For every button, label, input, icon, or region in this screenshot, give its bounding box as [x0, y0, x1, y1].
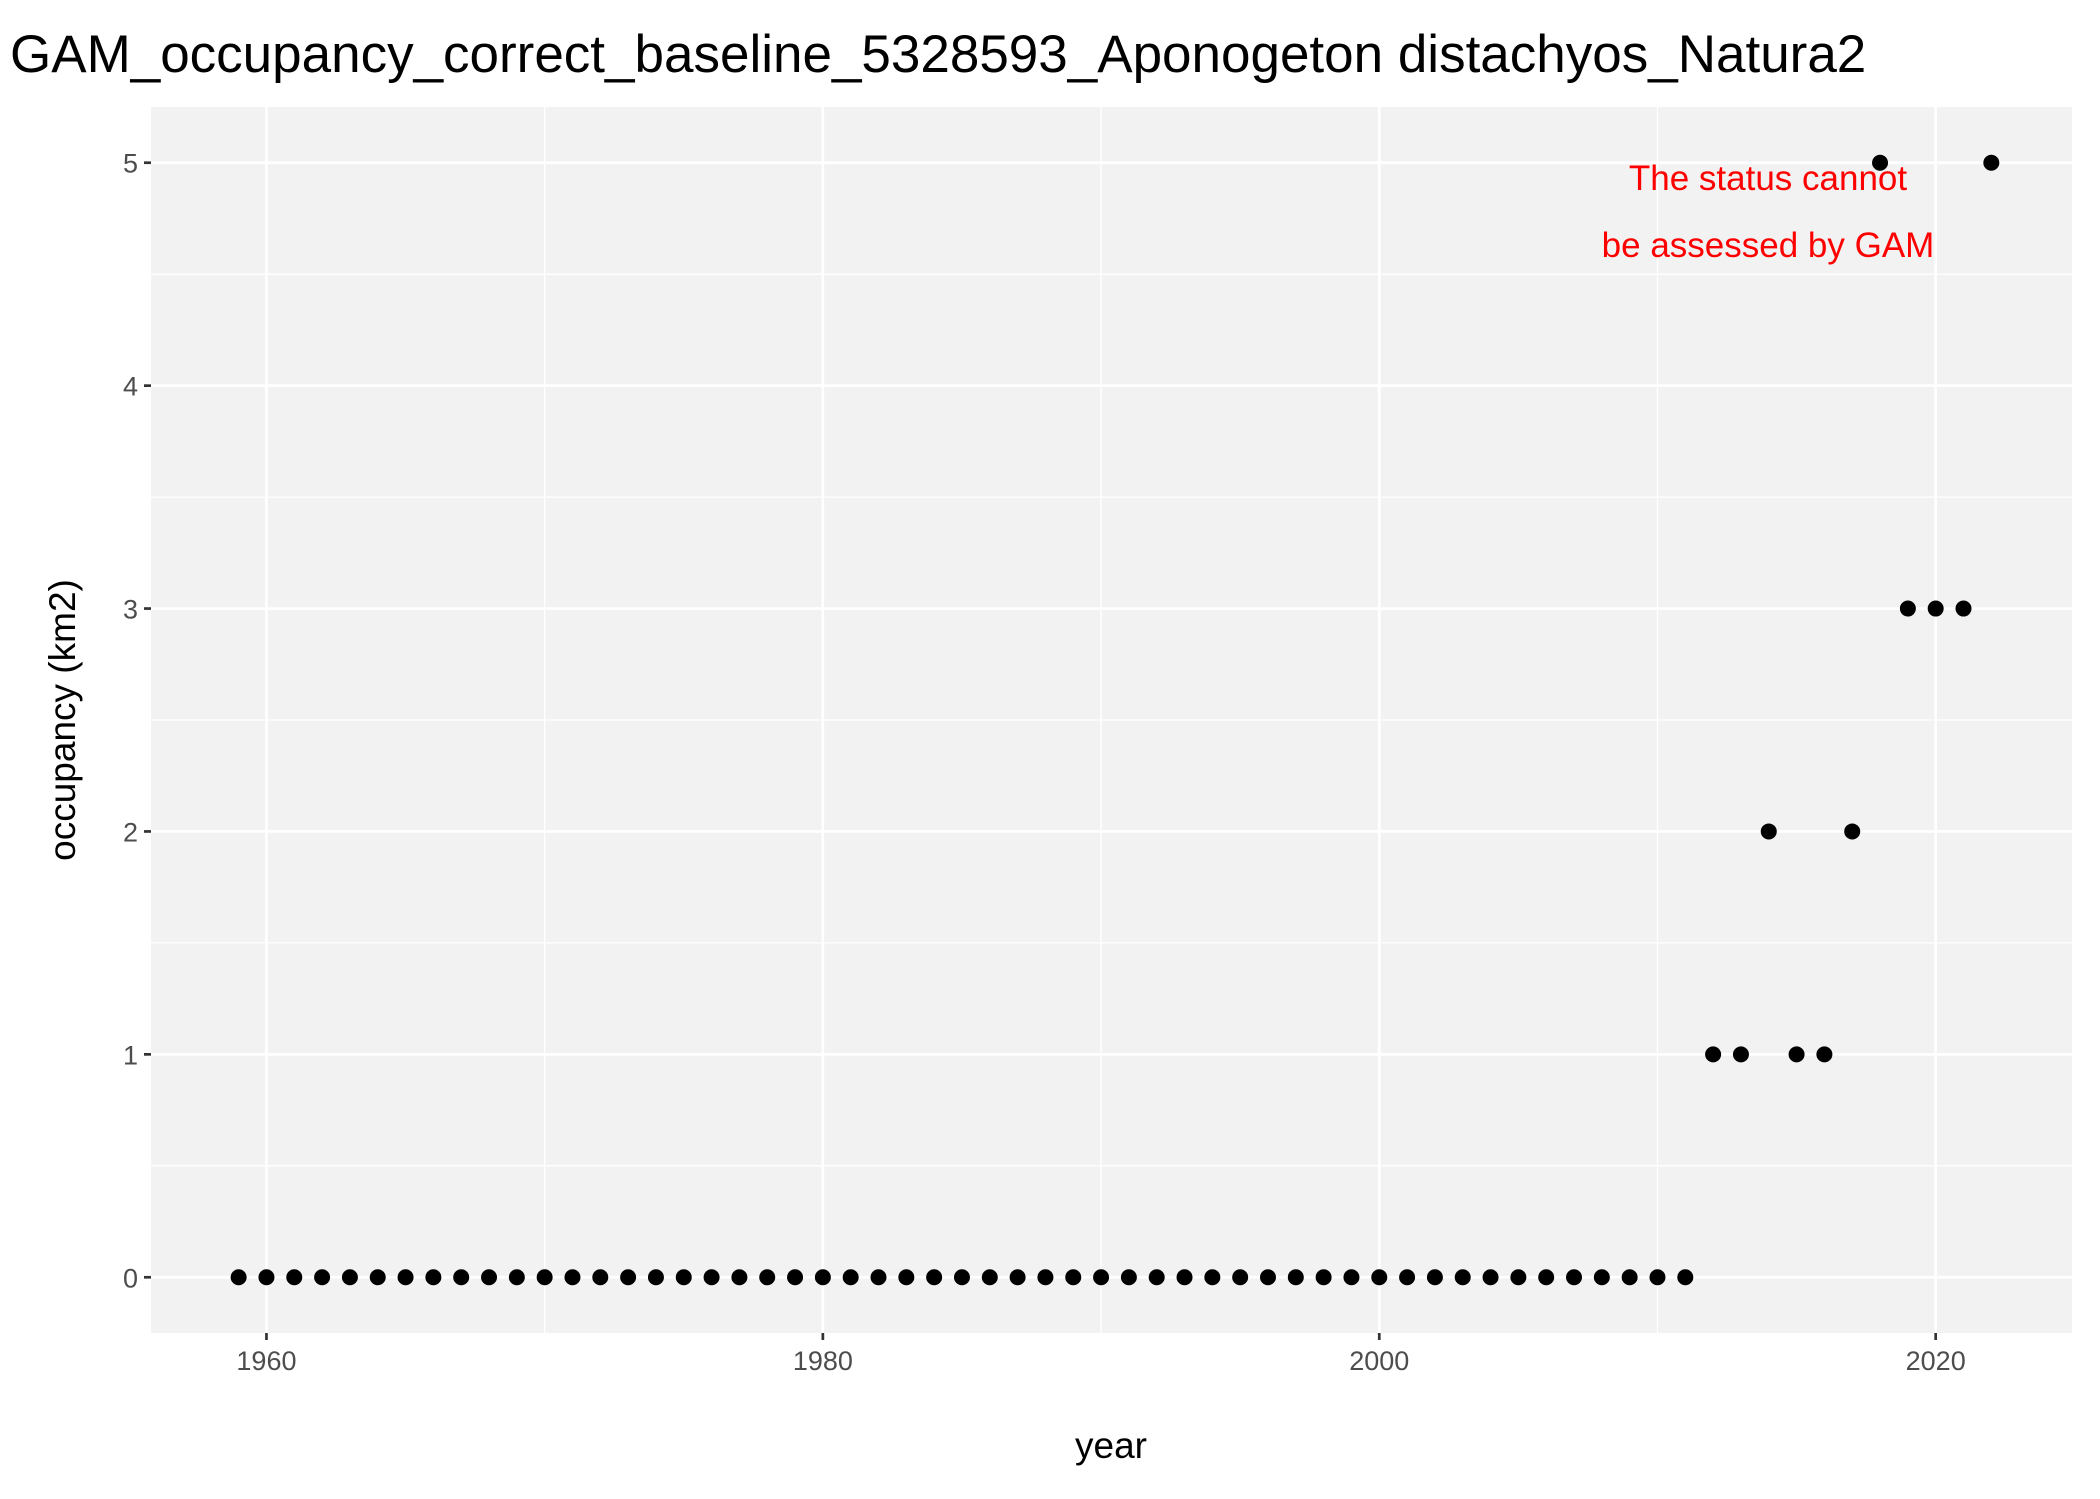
point	[1566, 1269, 1583, 1286]
point	[1983, 154, 2000, 171]
point	[314, 1269, 331, 1286]
point	[1732, 1046, 1749, 1063]
annotation: be assessed by GAM	[1602, 226, 1935, 265]
y-tick-label: 5	[123, 149, 138, 179]
point	[898, 1269, 915, 1286]
point	[870, 1269, 887, 1286]
point	[1705, 1046, 1722, 1063]
point	[1176, 1269, 1193, 1286]
point	[814, 1269, 831, 1286]
point	[1120, 1269, 1137, 1286]
x-tick-label: 2000	[1349, 1346, 1409, 1376]
point	[1426, 1269, 1443, 1286]
x-tick-label: 2020	[1906, 1346, 1966, 1376]
point	[1538, 1269, 1555, 1286]
point	[926, 1269, 943, 1286]
point	[369, 1269, 386, 1286]
point	[1232, 1269, 1249, 1286]
point	[1037, 1269, 1054, 1286]
point	[258, 1269, 275, 1286]
y-tick-label: 2	[123, 817, 138, 847]
point	[1927, 600, 1944, 617]
point	[1844, 823, 1861, 840]
x-tick-label: 1960	[236, 1346, 296, 1376]
chart-title: GAM_occupancy_correct_baseline_5328593_A…	[10, 25, 1866, 84]
point	[1621, 1269, 1638, 1286]
point	[1788, 1046, 1805, 1063]
point	[536, 1269, 553, 1286]
point	[842, 1269, 859, 1286]
point	[620, 1269, 637, 1286]
point	[981, 1269, 998, 1286]
point	[592, 1269, 609, 1286]
point	[1593, 1269, 1610, 1286]
point	[953, 1269, 970, 1286]
point	[759, 1269, 776, 1286]
y-tick-label: 0	[123, 1263, 138, 1293]
point	[1872, 154, 1889, 171]
point	[1343, 1269, 1360, 1286]
y-axis-title: occupancy (km2)	[42, 579, 83, 861]
x-axis-title: year	[1075, 1425, 1147, 1466]
point	[341, 1269, 358, 1286]
point	[425, 1269, 442, 1286]
point	[286, 1269, 303, 1286]
point	[675, 1269, 692, 1286]
point	[453, 1269, 470, 1286]
x-tick-label: 1980	[793, 1346, 853, 1376]
point	[1399, 1269, 1416, 1286]
point	[1093, 1269, 1110, 1286]
point	[787, 1269, 804, 1286]
point	[230, 1269, 247, 1286]
point	[1204, 1269, 1221, 1286]
point	[1955, 600, 1972, 617]
point	[647, 1269, 664, 1286]
point	[397, 1269, 414, 1286]
y-tick-label: 4	[123, 372, 138, 402]
point	[1454, 1269, 1471, 1286]
point	[1816, 1046, 1833, 1063]
point	[1899, 600, 1916, 617]
point	[1009, 1269, 1026, 1286]
point	[1315, 1269, 1332, 1286]
y-tick-label: 1	[123, 1040, 138, 1070]
point	[1148, 1269, 1165, 1286]
point	[1065, 1269, 1082, 1286]
point	[481, 1269, 498, 1286]
point	[1371, 1269, 1388, 1286]
point	[564, 1269, 581, 1286]
point	[1649, 1269, 1666, 1286]
point	[731, 1269, 748, 1286]
annotation: The status cannot	[1629, 159, 1907, 198]
point	[508, 1269, 525, 1286]
y-tick-label: 3	[123, 595, 138, 625]
point	[1259, 1269, 1276, 1286]
point	[1760, 823, 1777, 840]
point	[703, 1269, 720, 1286]
point	[1287, 1269, 1304, 1286]
point	[1510, 1269, 1527, 1286]
point	[1482, 1269, 1499, 1286]
point	[1677, 1269, 1694, 1286]
